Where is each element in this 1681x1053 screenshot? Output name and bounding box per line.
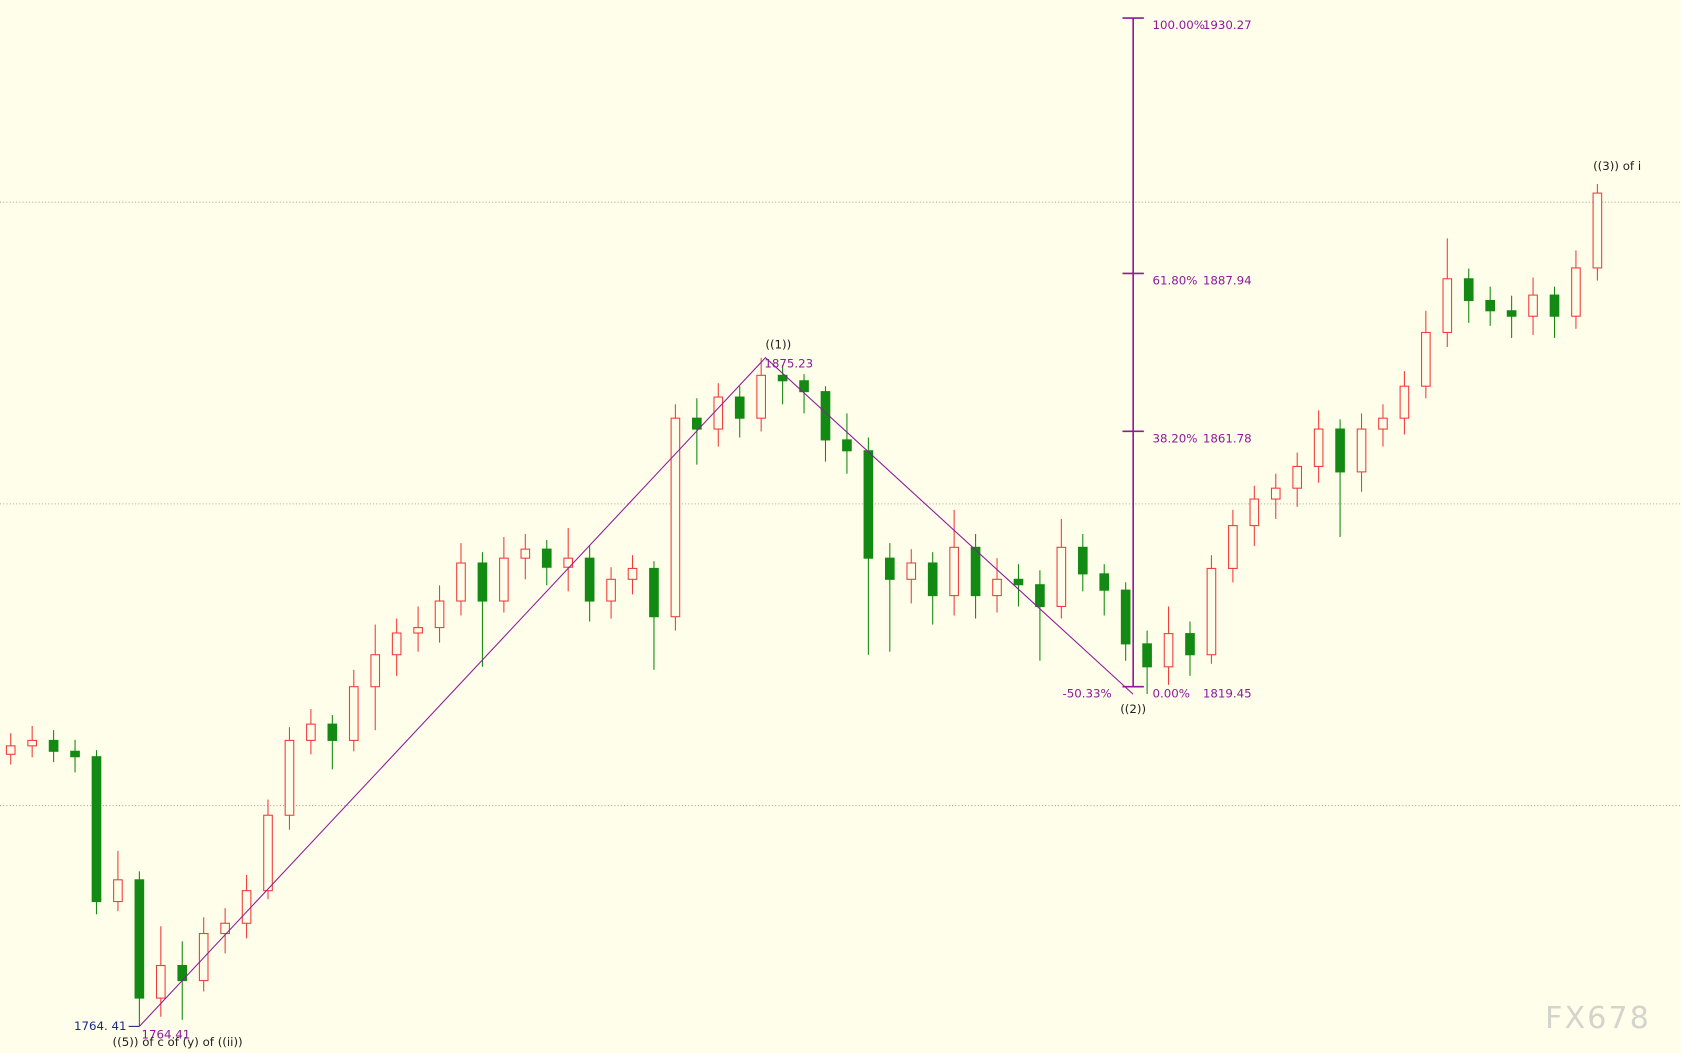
candle-body <box>155 964 166 999</box>
candle-body <box>842 439 852 452</box>
candle-body <box>1185 633 1195 656</box>
candle-body <box>1163 633 1174 668</box>
candle-body <box>1356 428 1367 473</box>
candle-body <box>5 745 16 755</box>
candle-body <box>734 396 745 419</box>
wave-label: ((3)) of i <box>1593 159 1641 173</box>
watermark: FX678 <box>1545 1001 1651 1036</box>
candle-body <box>456 562 466 602</box>
candle-body <box>327 723 338 741</box>
candle-body <box>1485 299 1495 312</box>
candle-body <box>1442 278 1453 334</box>
fib-extension: -50.33% <box>1063 687 1112 701</box>
candle-body <box>820 391 831 441</box>
wave-label: ((2)) <box>1120 702 1146 716</box>
fib-price: 1930.27 <box>1203 18 1252 32</box>
candle-body <box>1228 525 1238 569</box>
fib-percent: 0.00% <box>1152 687 1189 701</box>
wave-label: ((1)) <box>765 337 791 351</box>
candle-body <box>692 417 702 430</box>
candle-body <box>863 450 874 559</box>
candle-body <box>1077 546 1088 575</box>
wave-price: 1764.41 <box>142 1027 191 1041</box>
candle-body <box>1378 417 1388 430</box>
candle-body <box>584 557 595 602</box>
candle-body <box>1099 573 1110 591</box>
candle-body <box>1313 428 1324 467</box>
candle-body <box>627 567 638 580</box>
candle-body <box>992 578 1002 597</box>
candle-body <box>756 374 766 419</box>
fib-percent: 38.20% <box>1152 431 1197 445</box>
fib-percent: 100.00% <box>1152 18 1204 32</box>
fib-percent: 61.80% <box>1152 273 1197 287</box>
candle-body <box>970 546 981 597</box>
candle-body <box>27 739 37 747</box>
candle-body <box>1270 487 1281 500</box>
candle-body <box>1120 589 1131 645</box>
candle-body <box>434 600 445 629</box>
candle-body <box>477 562 488 602</box>
wave-label: ((5)) of c of (y) of ((ii)) <box>113 1035 243 1049</box>
candle-body <box>1035 584 1045 607</box>
candle-body <box>649 567 659 618</box>
candle-body <box>48 739 59 752</box>
candle-body <box>177 964 188 982</box>
candle-body <box>906 562 917 580</box>
candle-body <box>306 723 316 741</box>
candle-body <box>606 578 616 602</box>
candle-body <box>1206 567 1217 656</box>
candle-body <box>1292 465 1303 489</box>
candle-body <box>1592 192 1603 269</box>
fib-price: 1861.78 <box>1203 431 1252 445</box>
candle-body <box>1549 294 1560 317</box>
candle-body <box>134 879 145 999</box>
candle-body <box>670 417 681 618</box>
candle-body <box>70 750 80 758</box>
candle-body <box>391 632 402 656</box>
wave-line <box>138 356 1134 1027</box>
candle-body <box>1528 294 1538 317</box>
candle-body <box>499 557 509 602</box>
low-price-label: 1764. 41 <box>74 1019 127 1033</box>
candle-body <box>1335 428 1345 473</box>
candle-body <box>284 739 295 816</box>
candle-body <box>1399 385 1410 419</box>
candle-body <box>263 814 273 892</box>
candle-body <box>1142 643 1152 668</box>
candle-body <box>949 546 959 597</box>
candle-body <box>1249 498 1260 527</box>
candle-body <box>113 879 123 903</box>
candle-body <box>1013 578 1024 586</box>
candle-body <box>413 627 423 634</box>
candle-body <box>777 374 788 382</box>
candle-body <box>241 890 252 924</box>
candle-body <box>713 396 724 430</box>
candle-body <box>520 548 531 559</box>
candle-body <box>370 654 381 688</box>
fib-price: 1819.45 <box>1203 687 1252 701</box>
candle-body <box>1463 278 1474 302</box>
candle-body <box>1421 331 1431 387</box>
fib-price: 1887.94 <box>1203 273 1252 287</box>
candle-body <box>927 562 938 597</box>
wave-price: 1875.23 <box>764 357 813 371</box>
candle-body <box>348 686 359 741</box>
candle-body <box>220 922 230 935</box>
candle-body <box>1056 546 1067 607</box>
candle-body <box>541 548 552 568</box>
candle-body <box>563 557 574 568</box>
candle-body <box>91 756 102 903</box>
candle-body <box>1571 267 1581 317</box>
candle-body <box>799 380 809 393</box>
candle-body <box>884 557 895 580</box>
candle-body <box>1506 310 1517 317</box>
